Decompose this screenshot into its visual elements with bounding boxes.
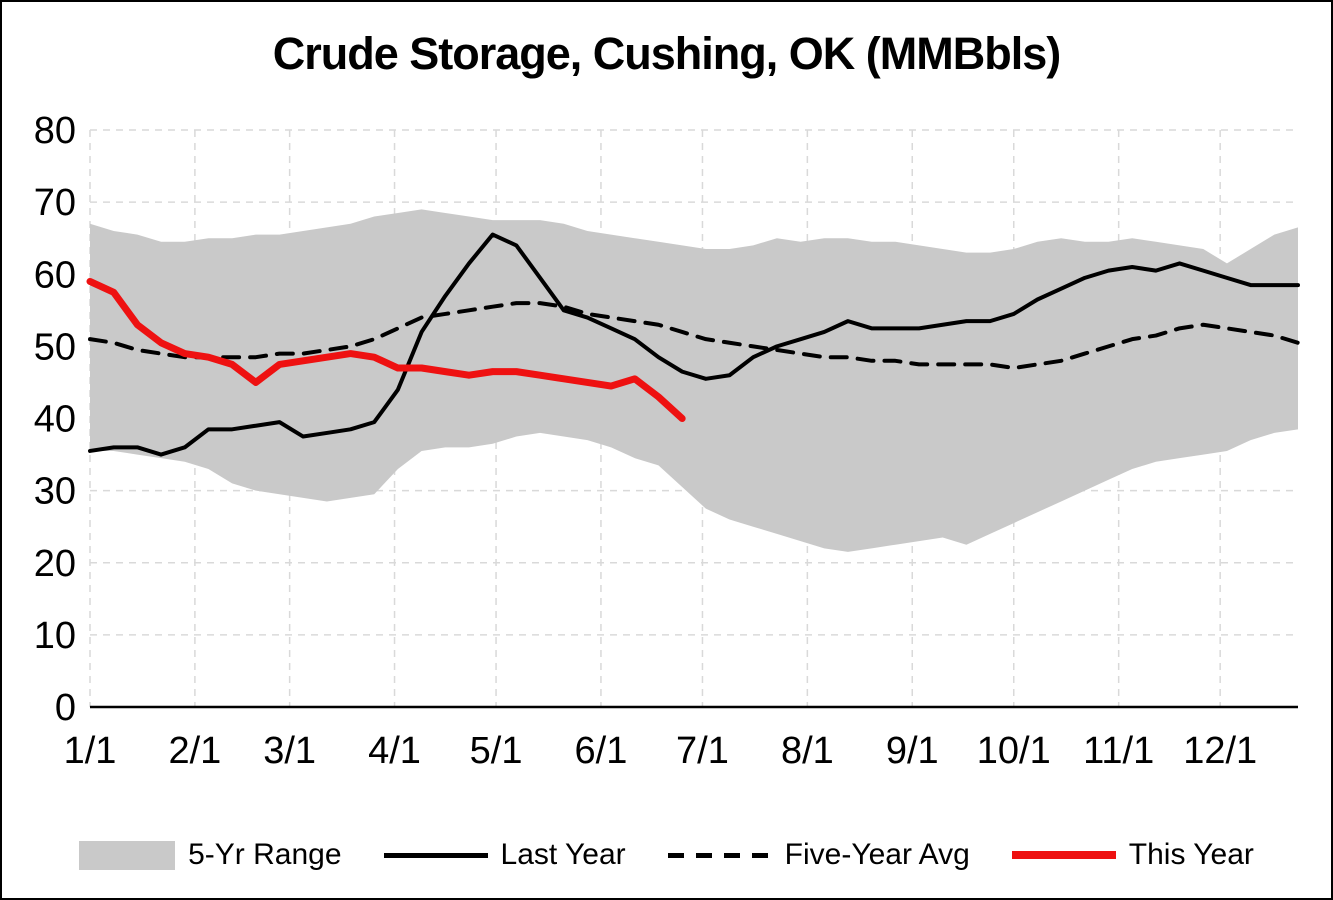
y-tick-label: 30 [34,471,76,513]
y-tick-label: 50 [34,326,76,368]
range-band [90,209,1298,552]
legend-label-five-year-avg: Five-Year Avg [784,838,970,871]
x-tick-label: 6/1 [575,730,628,772]
x-tick-label: 8/1 [781,730,834,772]
series-five-year-avg [88,301,1300,371]
legend-label-5yr-range: 5-Yr Range [188,838,342,871]
legend-swatch-range [79,840,176,870]
y-tick-label: 20 [34,543,76,585]
y-tick-label: 80 [34,110,76,152]
x-tick-label: 3/1 [263,730,316,772]
x-tick-label: 5/1 [470,730,523,772]
x-tick-label: 11/1 [1083,730,1154,772]
legend-label-last-year: Last Year [500,838,626,871]
y-tick-label: 70 [34,182,76,224]
legend-swatch-this-year [1011,851,1116,859]
chart-legend: 5-Yr Range Last Year Five-Year Avg This … [2,838,1331,872]
x-tick-label: 12/1 [1183,730,1257,772]
x-tick-label: 4/1 [368,730,421,772]
x-tick-label: 9/1 [886,730,939,772]
legend-item-5yr-range: 5-Yr Range [79,838,342,872]
legend-item-five-year-avg: Five-Year Avg [667,838,970,872]
legend-item-last-year: Last Year [383,838,626,872]
legend-swatch-five-year-avg [667,852,772,858]
y-tick-label: 0 [55,687,76,729]
legend-label-this-year: This Year [1128,838,1254,871]
x-tick-label: 10/1 [977,730,1051,772]
y-tick-label: 60 [34,254,76,296]
legend-item-this-year: This Year [1011,838,1254,872]
y-tick-label: 40 [34,399,76,441]
x-tick-label: 2/1 [168,730,221,772]
x-tick-label: 7/1 [676,730,729,772]
series-last-year [88,232,1300,457]
legend-swatch-last-year [383,852,488,858]
x-tick-label: 1/1 [64,730,117,772]
y-tick-label: 10 [34,615,76,657]
chart-title: Crude Storage, Cushing, OK (MMBbls) [272,28,1062,79]
series-this-year [86,277,686,422]
